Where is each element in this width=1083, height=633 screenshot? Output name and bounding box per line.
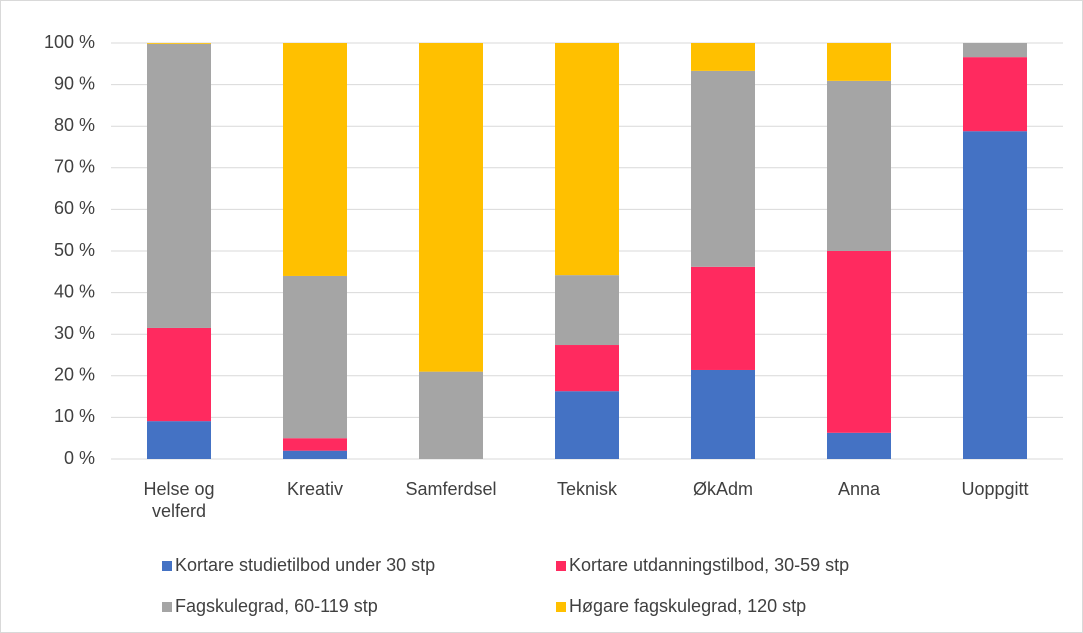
x-tick-label: Anna — [837, 479, 881, 499]
y-tick-label: 20 % — [54, 365, 95, 385]
bar-segment — [827, 251, 891, 433]
legend-swatch — [556, 561, 566, 571]
x-tick-label: ØkAdm — [692, 479, 753, 499]
bar-segment — [283, 450, 347, 459]
y-tick-label: 0 % — [64, 448, 95, 468]
bar-segment — [691, 369, 755, 459]
legend-label: Høgare fagskulegrad, 120 stp — [569, 596, 806, 616]
legend-swatch — [556, 602, 566, 612]
bar-segment — [147, 43, 211, 328]
x-tick-label: Samferdsel — [405, 479, 497, 499]
x-tick-label: Teknisk — [556, 479, 618, 499]
bar-segment — [147, 43, 211, 44]
y-tick-label: 90 % — [54, 73, 95, 93]
bar-segment — [963, 43, 1027, 58]
y-tick-label: 100 % — [44, 32, 95, 52]
y-tick-label: 40 % — [54, 281, 95, 301]
bar-segment — [147, 327, 211, 422]
bar-segment — [827, 432, 891, 459]
y-tick-label: 70 % — [54, 157, 95, 177]
legend-swatch — [162, 561, 172, 571]
bar-segment — [283, 43, 347, 276]
bar-segment — [691, 266, 755, 370]
x-tick-label: Kreativ — [286, 479, 344, 499]
bar-segment — [419, 43, 483, 372]
bar-segment — [555, 275, 619, 346]
x-tick-label: Helse og velferd — [143, 479, 215, 521]
y-tick-label: 10 % — [54, 406, 95, 426]
y-tick-label: 30 % — [54, 323, 95, 343]
bar-segment — [555, 43, 619, 276]
bar-segment — [827, 43, 891, 81]
legend-swatch — [162, 602, 172, 612]
bar-segment — [827, 80, 891, 251]
bar-segment — [963, 57, 1027, 132]
legend-label: Kortare studietilbod under 30 stp — [175, 555, 435, 575]
bar-segment — [555, 391, 619, 459]
bar-segment — [555, 345, 619, 392]
bar-segment — [691, 70, 755, 267]
y-tick-label: 80 % — [54, 115, 95, 135]
y-tick-label: 50 % — [54, 240, 95, 260]
bar-segment — [963, 131, 1027, 459]
legend-label: Fagskulegrad, 60-119 stp — [175, 596, 378, 616]
bar-segment — [419, 371, 483, 459]
y-tick-label: 60 % — [54, 198, 95, 218]
bar-segment — [283, 275, 347, 439]
bar-segment — [147, 421, 211, 459]
bar-segment — [283, 438, 347, 451]
legend-label: Kortare utdanningstilbod, 30-59 stp — [569, 555, 849, 575]
bar-segment — [691, 43, 755, 71]
x-tick-label: Uoppgitt — [961, 479, 1029, 499]
